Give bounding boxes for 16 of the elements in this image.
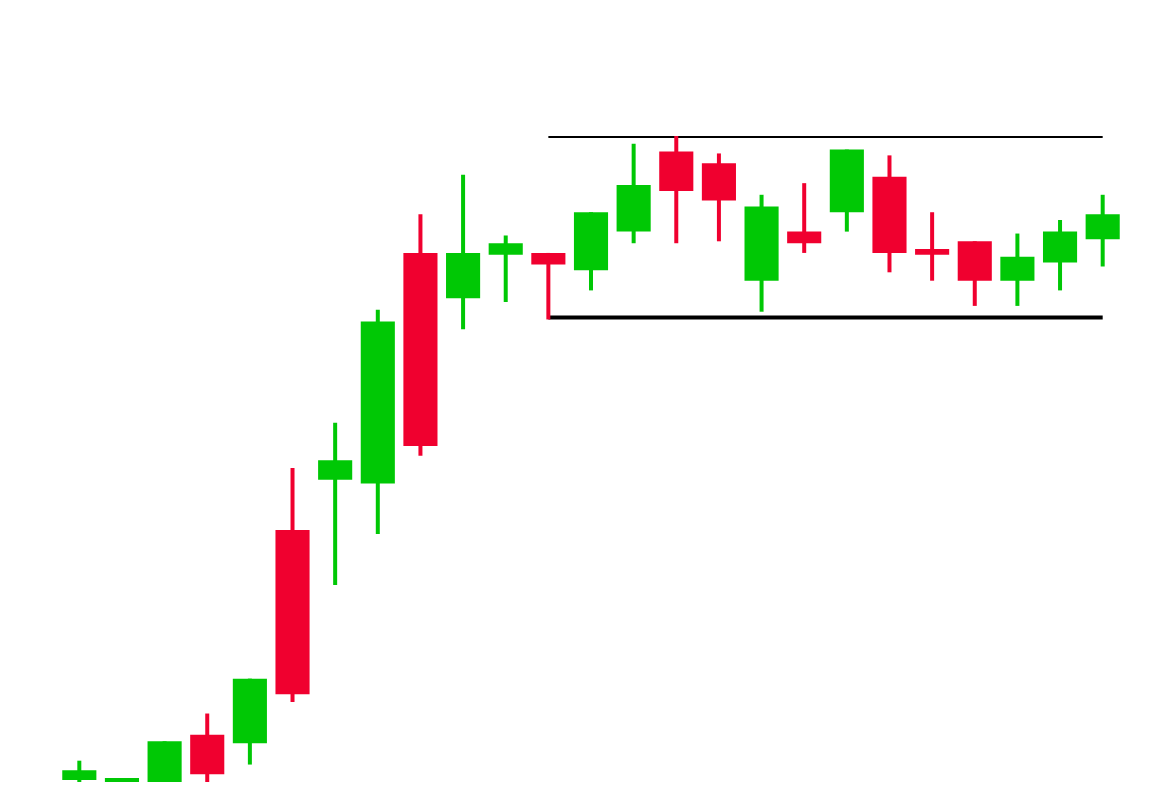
- candlestick: [957, 239, 992, 308]
- candlestick: [701, 151, 736, 244]
- candlestick: [62, 758, 97, 782]
- candlestick: [446, 172, 481, 332]
- candlestick: [659, 134, 694, 246]
- candlestick: [147, 739, 182, 782]
- candlestick: [190, 711, 225, 782]
- candlestick: [531, 250, 566, 322]
- candlestick: [318, 420, 353, 587]
- candlestick: [1085, 192, 1120, 269]
- candlestick: [787, 181, 822, 255]
- candlestick: [488, 233, 523, 305]
- candlestick: [915, 210, 950, 283]
- candlestick: [1000, 231, 1035, 308]
- candlestick: [1042, 217, 1078, 293]
- candlestick: [616, 141, 651, 246]
